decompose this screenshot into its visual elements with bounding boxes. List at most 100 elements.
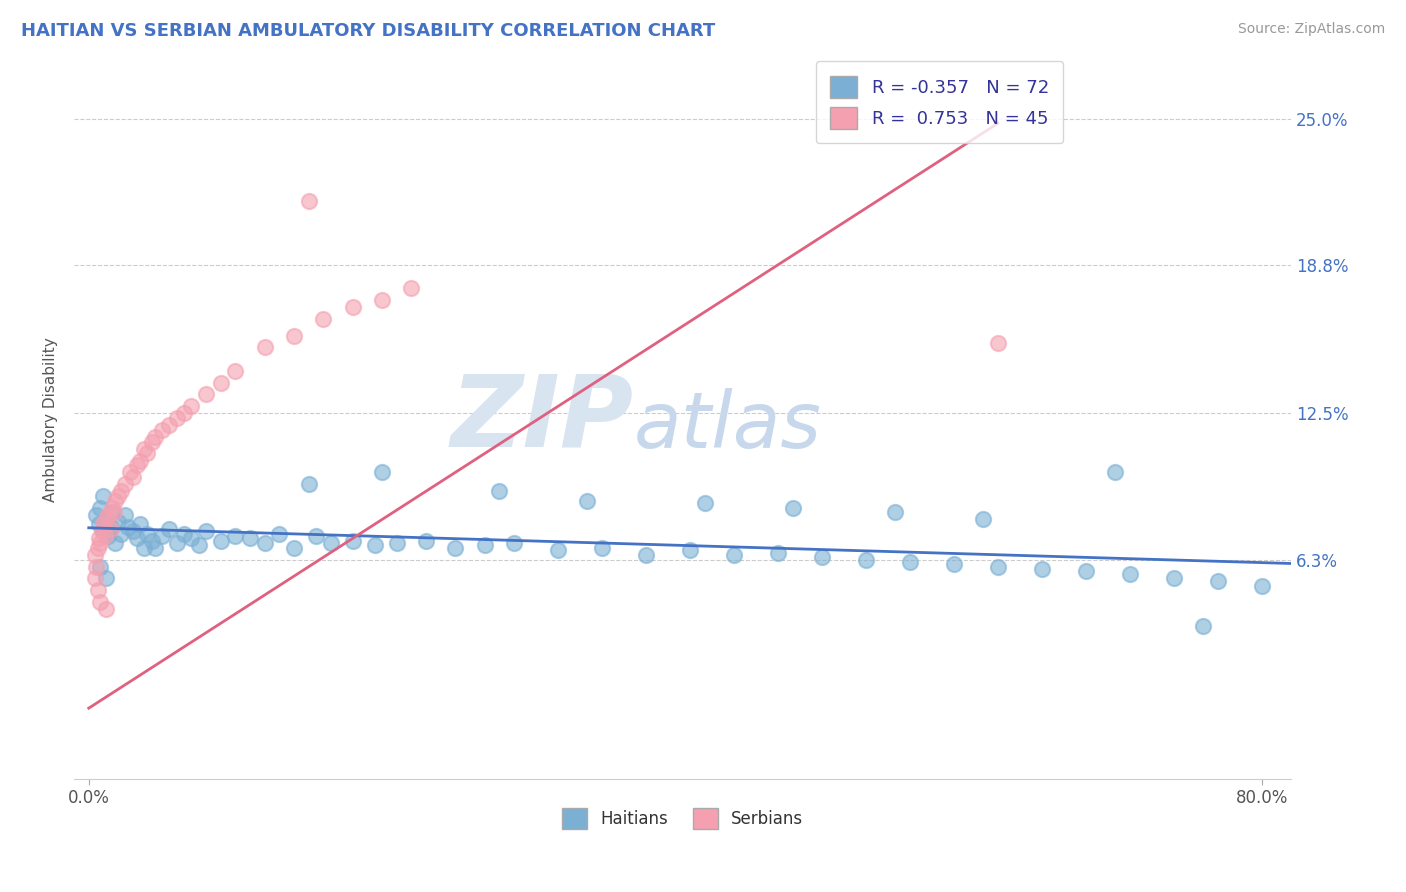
Point	[136, 526, 159, 541]
Point	[209, 533, 232, 548]
Point	[312, 312, 335, 326]
Point	[1119, 566, 1142, 581]
Point	[444, 541, 467, 555]
Point	[884, 505, 907, 519]
Point	[166, 536, 188, 550]
Point	[107, 489, 129, 503]
Point	[195, 387, 218, 401]
Point	[157, 418, 180, 433]
Point	[89, 559, 111, 574]
Point	[114, 477, 136, 491]
Point	[364, 538, 387, 552]
Point	[83, 548, 105, 562]
Point	[503, 536, 526, 550]
Point	[180, 399, 202, 413]
Point	[943, 558, 966, 572]
Point	[987, 559, 1010, 574]
Point	[127, 532, 149, 546]
Point	[474, 538, 496, 552]
Point	[269, 526, 291, 541]
Point	[195, 524, 218, 539]
Point	[157, 522, 180, 536]
Point	[96, 602, 118, 616]
Point	[101, 505, 124, 519]
Point	[104, 536, 127, 550]
Point	[89, 500, 111, 515]
Point	[110, 484, 132, 499]
Point	[1074, 565, 1097, 579]
Point	[253, 340, 276, 354]
Point	[385, 536, 408, 550]
Point	[591, 541, 613, 555]
Text: atlas: atlas	[634, 388, 823, 465]
Point	[371, 293, 394, 308]
Point	[173, 526, 195, 541]
Point	[96, 512, 118, 526]
Point	[224, 364, 246, 378]
Point	[110, 526, 132, 541]
Point	[91, 524, 114, 539]
Point	[1206, 574, 1229, 588]
Point	[415, 533, 437, 548]
Point	[136, 446, 159, 460]
Point	[723, 548, 745, 562]
Point	[134, 541, 156, 555]
Point	[97, 529, 120, 543]
Point	[107, 515, 129, 529]
Point	[576, 493, 599, 508]
Point	[693, 496, 716, 510]
Point	[103, 505, 125, 519]
Point	[104, 493, 127, 508]
Point	[150, 529, 173, 543]
Point	[96, 571, 118, 585]
Point	[166, 411, 188, 425]
Point	[97, 508, 120, 522]
Point	[987, 335, 1010, 350]
Point	[129, 517, 152, 532]
Point	[173, 406, 195, 420]
Point	[141, 533, 163, 548]
Point	[253, 536, 276, 550]
Point	[1031, 562, 1053, 576]
Point	[305, 529, 328, 543]
Point	[679, 543, 702, 558]
Text: ZIP: ZIP	[451, 371, 634, 467]
Point	[239, 532, 262, 546]
Point	[134, 442, 156, 456]
Point	[342, 300, 364, 314]
Point	[121, 470, 143, 484]
Point	[141, 434, 163, 449]
Point	[94, 529, 117, 543]
Point	[782, 500, 804, 515]
Point	[187, 538, 209, 552]
Point	[224, 529, 246, 543]
Point	[100, 519, 122, 533]
Point	[96, 512, 118, 526]
Point	[150, 423, 173, 437]
Point	[101, 500, 124, 515]
Point	[86, 541, 108, 555]
Point	[766, 545, 789, 559]
Point	[1104, 466, 1126, 480]
Point	[100, 522, 122, 536]
Text: Source: ZipAtlas.com: Source: ZipAtlas.com	[1237, 22, 1385, 37]
Point	[811, 550, 834, 565]
Point	[1192, 618, 1215, 632]
Point	[127, 458, 149, 473]
Point	[83, 571, 105, 585]
Point	[89, 595, 111, 609]
Point	[209, 376, 232, 390]
Point	[180, 532, 202, 546]
Point	[143, 541, 166, 555]
Point	[1251, 578, 1274, 592]
Point	[342, 533, 364, 548]
Point	[1163, 571, 1185, 585]
Point	[87, 517, 110, 532]
Legend: Haitians, Serbians: Haitians, Serbians	[555, 802, 810, 835]
Point	[143, 430, 166, 444]
Point	[89, 536, 111, 550]
Point	[283, 541, 305, 555]
Point	[855, 552, 877, 566]
Point	[898, 555, 921, 569]
Point	[634, 548, 657, 562]
